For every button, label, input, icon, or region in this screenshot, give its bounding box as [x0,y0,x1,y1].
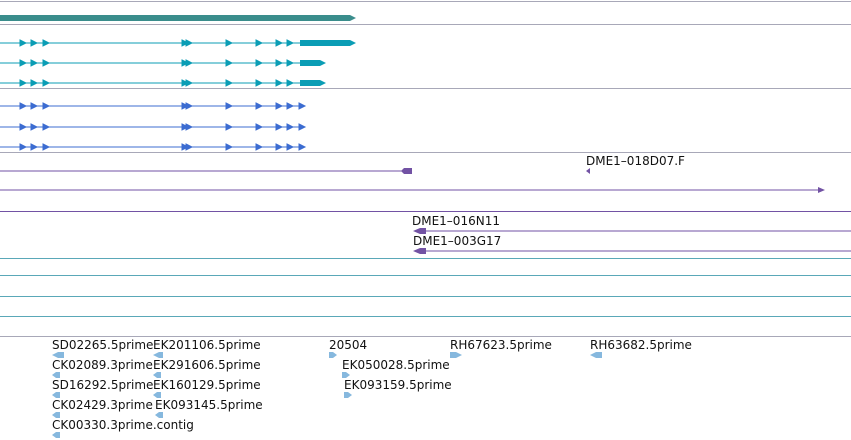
est-feature[interactable] [329,352,337,358]
est-feature[interactable] [153,352,163,358]
transcript[interactable] [0,39,356,47]
clone-track: DME1–018D07.F DME1–016N11 DME1–003G17 [0,154,851,254]
clone-label: DME1–018D07.F [586,154,685,168]
est-feature[interactable] [450,352,462,358]
clone-label: DME1–016N11 [412,214,500,228]
clone-feature[interactable] [0,187,825,193]
transcript[interactable] [0,59,326,67]
est-track: SD02265.5prime EK201106.5prime 20504 RH6… [52,338,692,438]
empty-tracks [0,258,851,317]
gene-bar[interactable] [0,15,356,21]
est-label: RH63682.5prime [590,338,692,352]
est-label: EK093145.5prime [155,398,263,412]
est-label: EK093159.5prime [344,378,452,392]
est-feature[interactable] [153,392,161,398]
est-feature[interactable] [52,432,60,438]
transcript[interactable] [0,123,307,131]
track-separators [0,1,851,337]
transcript[interactable] [0,143,307,151]
est-label: EK160129.5prime [153,378,261,392]
est-label: SD02265.5prime [52,338,153,352]
est-feature[interactable] [153,372,161,378]
est-feature[interactable] [342,372,350,378]
est-label: EK050028.5prime [342,358,450,372]
est-feature[interactable] [52,352,64,358]
clone-label: DME1–003G17 [413,234,501,248]
clone-feature[interactable] [586,168,590,174]
est-feature[interactable] [52,372,60,378]
est-feature[interactable] [590,352,602,358]
est-label: 20504 [329,338,367,352]
est-feature[interactable] [155,412,163,418]
est-label: RH67623.5prime [450,338,552,352]
clone-feature[interactable] [413,248,851,254]
est-label: SD16292.5prime [52,378,153,392]
transcript[interactable] [0,79,326,87]
gene-summary-track [0,15,356,21]
est-label: EK291606.5prime [153,358,261,372]
transcript-track-cyan [0,39,356,87]
transcript[interactable] [0,102,307,110]
est-label: CK02429.3prime [52,398,153,412]
est-label: CK02089.3prime [52,358,153,372]
est-feature[interactable] [52,412,60,418]
clone-feature[interactable] [0,168,412,174]
transcript-track-blue [0,102,307,151]
est-label: CK00330.3prime.contig [52,418,194,432]
clone-feature[interactable] [413,228,851,234]
est-label: EK201106.5prime [153,338,261,352]
est-feature[interactable] [52,392,60,398]
est-feature[interactable] [344,392,352,398]
